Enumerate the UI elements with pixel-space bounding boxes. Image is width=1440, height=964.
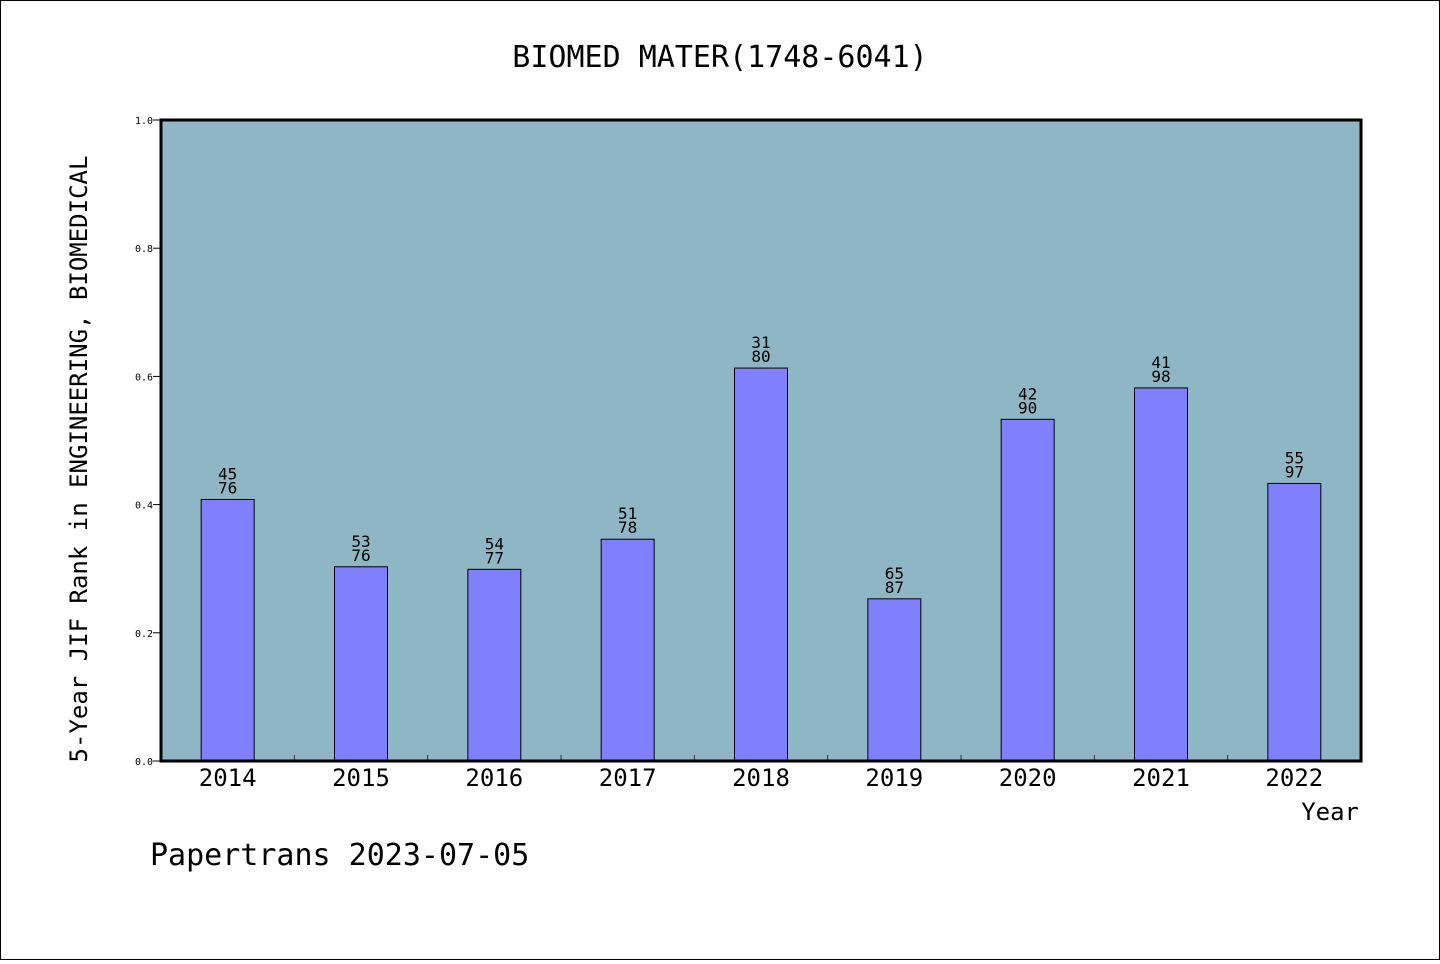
data-label-rank: 42 (1018, 384, 1037, 403)
data-label-total: 80 (751, 347, 770, 366)
bar-2015 (334, 566, 388, 762)
x-tick-label: 2021 (1132, 764, 1190, 792)
bar-2016 (467, 568, 522, 762)
bar-2021 (1134, 387, 1188, 762)
data-label-total: 76 (351, 546, 370, 565)
bar-2019 (867, 598, 922, 762)
x-axis-label: Year (1301, 798, 1359, 826)
x-tick-label: 2022 (1265, 764, 1323, 792)
x-tick-label: 2017 (599, 764, 657, 792)
data-label-rank: 51 (618, 504, 637, 523)
bar-2022 (1267, 482, 1322, 762)
footer-text: Papertrans 2023-07-05 (150, 838, 529, 873)
bar-2020 (1000, 418, 1055, 762)
data-label-rank: 45 (218, 464, 237, 483)
x-tick-label: 2018 (732, 764, 790, 792)
data-label-rank: 31 (751, 333, 770, 352)
bar-2017 (600, 538, 655, 762)
x-tick-label: 2020 (999, 764, 1057, 792)
x-tick-label: 2019 (865, 764, 923, 792)
y-tick-label: 0.6 (135, 372, 153, 383)
y-axis-label: 5-Year JIF Rank in ENGINEERING, BIOMEDIC… (65, 156, 93, 763)
data-label-total: 97 (1285, 462, 1304, 481)
data-label-total: 87 (885, 578, 904, 597)
y-tick-label: 0.0 (135, 757, 153, 768)
chart-title: BIOMED MATER(1748-6041) (512, 40, 927, 75)
data-label-rank: 54 (485, 534, 504, 553)
y-tick-label: 0.8 (135, 244, 153, 255)
data-label-rank: 55 (1285, 448, 1304, 467)
data-label-rank: 53 (351, 532, 370, 551)
data-label-total: 78 (618, 518, 637, 537)
x-tick-label: 2015 (332, 764, 390, 792)
y-tick-label: 1.0 (135, 116, 153, 127)
plot-border (159, 118, 1363, 763)
data-label-rank: 41 (1151, 353, 1170, 372)
y-tick-label: 0.4 (135, 501, 153, 512)
data-label-total: 77 (485, 548, 504, 567)
x-tick-label: 2016 (465, 764, 523, 792)
y-tick-label: 0.2 (135, 629, 153, 640)
data-label-total: 98 (1151, 367, 1170, 386)
bar-2014 (200, 498, 255, 762)
bar-2018 (734, 367, 788, 762)
data-label-rank: 65 (885, 564, 904, 583)
axis-ticks: 0.0 0.2 0.4 0.6 0.8 1.0 2014 2015 2016 2017 2018 20… (135, 116, 1323, 792)
data-label-total: 76 (218, 478, 237, 497)
x-tick-label: 2014 (199, 764, 257, 792)
data-label-total: 90 (1018, 398, 1037, 417)
